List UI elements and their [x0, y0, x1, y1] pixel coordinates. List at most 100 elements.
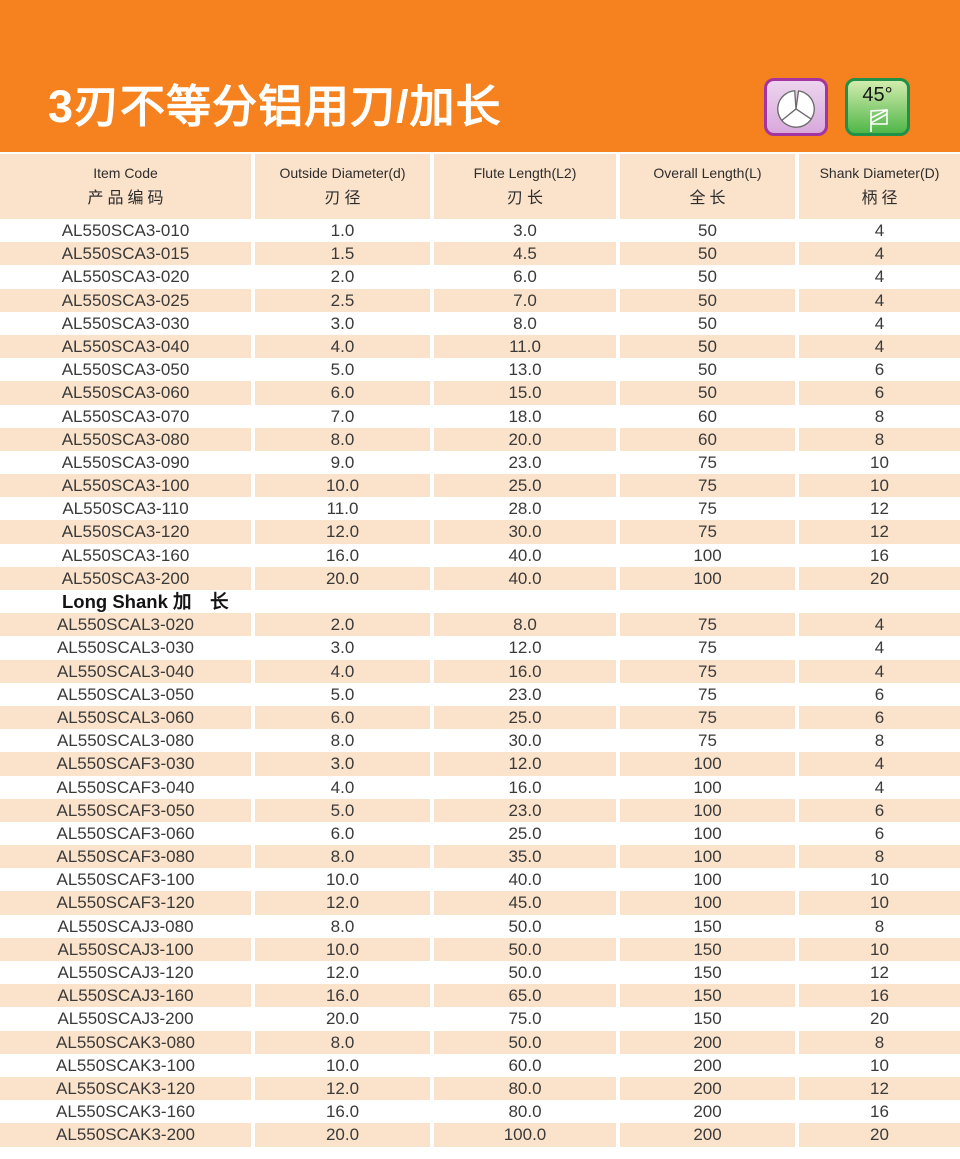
cell-shank-diameter: 4	[799, 288, 960, 312]
cell-outside-diameter: 20.0	[255, 566, 430, 590]
cell-flute-length: 40.0	[434, 543, 616, 567]
cell-flute-length: 25.0	[434, 474, 616, 498]
cell-item-code: AL550SCAJ3-080	[0, 914, 251, 938]
cell-item-code: AL550SCAL3-060	[0, 705, 251, 730]
cell-overall-length: 200	[620, 1030, 795, 1054]
cell-outside-diameter: 3.0	[255, 311, 430, 335]
cell-flute-length: 8.0	[434, 311, 616, 335]
cell-shank-diameter: 8	[799, 729, 960, 753]
cell-item-code: AL550SCA3-200	[0, 566, 251, 590]
cell-flute-length: 20.0	[434, 427, 616, 451]
cell-outside-diameter: 9.0	[255, 450, 430, 475]
cell-shank-diameter: 20	[799, 1007, 960, 1031]
cell-item-code: AL550SCAK3-200	[0, 1123, 251, 1147]
cell-shank-diameter: 8	[799, 1030, 960, 1054]
cell-outside-diameter: 16.0	[255, 1100, 430, 1124]
cell-item-code: AL550SCAK3-160	[0, 1100, 251, 1124]
column-header-en: Item Code	[93, 165, 158, 181]
cell-item-code: AL550SCA3-010	[0, 219, 251, 243]
cell-item-code: AL550SCAF3-120	[0, 891, 251, 915]
cell-flute-length: 16.0	[434, 659, 616, 683]
cell-overall-length: 75	[620, 636, 795, 660]
table-row: AL550SCA3-060 6.0 15.0 50 6	[0, 381, 960, 405]
cell-shank-diameter: 4	[799, 265, 960, 289]
cell-overall-length: 60	[620, 404, 795, 428]
helix-angle-icon	[869, 108, 888, 132]
column-header-en: Flute Length(L2)	[473, 165, 577, 181]
cell-shank-diameter: 10	[799, 450, 960, 475]
cell-item-code: AL550SCAF3-050	[0, 798, 251, 822]
cell-overall-length: 50	[620, 265, 795, 289]
cell-item-code: AL550SCA3-030	[0, 311, 251, 335]
table-row: AL550SCAL3-020 2.0 8.0 75 4	[0, 613, 960, 637]
page-header-banner: 3刃不等分铝用刀/加长 45°	[0, 0, 960, 152]
cell-flute-length: 23.0	[434, 798, 616, 822]
cell-overall-length: 100	[620, 798, 795, 822]
cell-outside-diameter: 3.0	[255, 752, 430, 776]
cell-flute-length: 65.0	[434, 984, 616, 1008]
cell-overall-length: 50	[620, 288, 795, 312]
cell-shank-diameter: 8	[799, 404, 960, 428]
cell-overall-length: 100	[620, 891, 795, 915]
cell-flute-length: 12.0	[434, 752, 616, 776]
cell-shank-diameter: 12	[799, 961, 960, 985]
column-header-outside-diameter: Outside Diameter(d) 刃径	[255, 154, 430, 219]
cell-outside-diameter: 12.0	[255, 1076, 430, 1101]
table-row: AL550SCA3-070 7.0 18.0 60 8	[0, 404, 960, 428]
cell-item-code: AL550SCA3-080	[0, 427, 251, 451]
cell-item-code: AL550SCAJ3-120	[0, 961, 251, 985]
cell-outside-diameter: 12.0	[255, 891, 430, 915]
table-row: AL550SCAF3-060 6.0 25.0 100 6	[0, 821, 960, 846]
cell-item-code: AL550SCA3-060	[0, 381, 251, 405]
cell-flute-length: 75.0	[434, 1007, 616, 1031]
table-row: AL550SCAJ3-120 12.0 50.0 150 12	[0, 961, 960, 985]
table-row: AL550SCA3-160 16.0 40.0 100 16	[0, 543, 960, 567]
cell-flute-length: 4.5	[434, 242, 616, 266]
table-row: AL550SCAL3-050 5.0 23.0 75 6	[0, 682, 960, 706]
cell-flute-length: 35.0	[434, 845, 616, 869]
cell-item-code: AL550SCA3-020	[0, 265, 251, 289]
cell-shank-diameter: 6	[799, 705, 960, 730]
cell-outside-diameter: 7.0	[255, 404, 430, 428]
cell-flute-length: 45.0	[434, 891, 616, 915]
cell-flute-length: 3.0	[434, 219, 616, 243]
cell-item-code: AL550SCA3-160	[0, 543, 251, 567]
cell-outside-diameter: 8.0	[255, 729, 430, 753]
cell-overall-length: 60	[620, 427, 795, 451]
cell-flute-length: 60.0	[434, 1053, 616, 1077]
cell-flute-length: 12.0	[434, 636, 616, 660]
cell-shank-diameter: 4	[799, 242, 960, 266]
cell-item-code: AL550SCAL3-020	[0, 613, 251, 637]
cell-outside-diameter: 4.0	[255, 775, 430, 799]
column-header-cn: 刃径	[324, 190, 365, 207]
cell-shank-diameter: 16	[799, 543, 960, 567]
table-row: AL550SCA3-030 3.0 8.0 50 4	[0, 311, 960, 335]
table-row: AL550SCAK3-160 16.0 80.0 200 16	[0, 1100, 960, 1124]
cell-item-code: AL550SCA3-100	[0, 474, 251, 498]
cell-shank-diameter: 4	[799, 219, 960, 243]
table-row: AL550SCAF3-080 8.0 35.0 100 8	[0, 845, 960, 869]
cell-overall-length: 75	[620, 613, 795, 637]
cell-flute-length: 50.0	[434, 914, 616, 938]
cell-flute-length: 80.0	[434, 1100, 616, 1124]
cell-shank-diameter: 4	[799, 775, 960, 799]
cell-item-code: AL550SCA3-015	[0, 242, 251, 266]
cell-outside-diameter: 2.0	[255, 613, 430, 637]
cell-item-code: AL550SCA3-050	[0, 358, 251, 382]
cell-flute-length: 11.0	[434, 334, 616, 359]
cell-overall-length: 75	[620, 729, 795, 753]
cell-overall-length: 150	[620, 914, 795, 938]
cell-flute-length: 6.0	[434, 265, 616, 289]
cell-outside-diameter: 16.0	[255, 984, 430, 1008]
cell-shank-diameter: 4	[799, 334, 960, 359]
cell-outside-diameter: 5.0	[255, 798, 430, 822]
cell-outside-diameter: 2.5	[255, 288, 430, 312]
column-header-cn: 全长	[689, 190, 730, 207]
cell-shank-diameter: 8	[799, 914, 960, 938]
table-row: AL550SCAJ3-100 10.0 50.0 150 10	[0, 937, 960, 961]
cell-shank-diameter: 16	[799, 1100, 960, 1124]
table-row: AL550SCAJ3-160 16.0 65.0 150 16	[0, 984, 960, 1008]
cell-item-code: AL550SCAL3-050	[0, 682, 251, 706]
cell-outside-diameter: 1.0	[255, 219, 430, 243]
